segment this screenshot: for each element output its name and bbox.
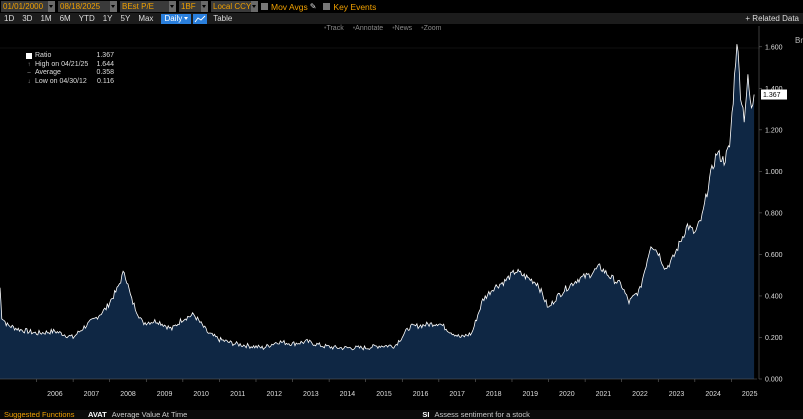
y-tick-label: 0.200 <box>765 335 783 342</box>
suggested-functions-label[interactable]: Suggested Functions <box>4 410 75 419</box>
x-tick-label: 2009 <box>157 391 173 398</box>
x-tick-label: 2013 <box>303 391 319 398</box>
y-tick-label: 0.400 <box>765 293 783 300</box>
series-swatch-icon <box>26 53 32 60</box>
x-tick-label: 2023 <box>669 391 685 398</box>
x-tick-label: 2012 <box>266 391 282 398</box>
period-ytd[interactable]: YTD <box>78 14 95 23</box>
y-tick-label: 1.200 <box>765 127 783 134</box>
function-desc-avat[interactable]: Average Value At Time <box>111 410 188 419</box>
chart-tools: Track Annotate News Zoom <box>324 25 442 32</box>
period-max[interactable]: Max <box>138 14 154 23</box>
key-events-toggle[interactable]: Key Events <box>323 2 376 12</box>
start-date-field[interactable]: 01/01/2000 <box>1 1 48 12</box>
x-tick-label: 2015 <box>376 391 392 398</box>
function-code-avat[interactable]: AVAT <box>88 410 107 419</box>
annotate-tool[interactable]: Annotate <box>353 25 383 32</box>
y-tick-label: 1.400 <box>765 86 783 93</box>
currency-field[interactable]: Local CCY <box>211 1 252 12</box>
legend-average-value: 0.358 <box>96 69 114 76</box>
legend-series-value: 1.367 <box>96 52 114 59</box>
ratio-series-line <box>0 44 755 351</box>
x-tick-label: 2018 <box>486 391 502 398</box>
news-tool[interactable]: News <box>392 25 413 32</box>
x-tick-label: 2025 <box>742 391 758 398</box>
key-events-label: Key Events <box>333 1 377 12</box>
key-events-checkbox-icon[interactable] <box>323 3 331 10</box>
end-date-field[interactable]: 08/18/2025 <box>58 1 110 12</box>
x-tick-label: 2010 <box>193 391 209 398</box>
high-marker-icon: ↑ <box>27 61 31 68</box>
average-marker-icon: – <box>27 70 31 76</box>
frequency-value: Daily <box>164 13 183 23</box>
legend-high-row: ↑ High on 04/21/25 1.644 <box>26 60 115 70</box>
zoom-tool[interactable]: Zoom <box>421 25 442 32</box>
start-date-dropdown-icon[interactable] <box>48 1 55 12</box>
legend-average-row: – Average 0.358 <box>26 69 114 78</box>
last-value-label: 1.367 <box>763 92 781 99</box>
period-1y[interactable]: 1Y <box>102 14 113 23</box>
x-tick-label: 2016 <box>413 391 429 398</box>
currency-dropdown-icon[interactable] <box>251 1 258 12</box>
x-tick-label: 2014 <box>340 391 356 398</box>
function-code-si[interactable]: SI <box>422 410 430 419</box>
mov-avgs-label: Mov Avgs <box>271 1 308 12</box>
y-tick-label: 0.600 <box>765 252 783 259</box>
legend-low-label: Low on 04/30/12 <box>35 77 87 85</box>
period-5y[interactable]: 5Y <box>120 14 131 23</box>
related-data-button[interactable]: + Related Data <box>745 14 799 23</box>
chevron-down-icon <box>184 17 189 20</box>
chart-legend: Ratio 1.367 ↑ High on 04/21/25 1.644 – Ave… <box>26 52 114 86</box>
y-tick-label: 1.600 <box>765 44 783 51</box>
legend-low-row: ↓ Low on 04/30/12 0.116 <box>26 77 115 87</box>
x-tick-label: 2024 <box>705 391 721 398</box>
x-tick-label: 2021 <box>596 391 612 398</box>
legend-series-label: Ratio <box>35 52 52 59</box>
suggested-functions-bar: Suggested Functions AVAT Average Value A… <box>0 410 803 419</box>
x-tick-label: 2022 <box>632 391 648 398</box>
period-1d[interactable]: 1D <box>4 14 15 23</box>
frequency-select[interactable]: Daily <box>161 13 192 24</box>
legend-high-label: High on 04/21/25 <box>35 60 89 68</box>
top-toolbar: 01/01/2000 08/18/2025 BEst P/E 1BF Local… <box>0 0 803 13</box>
x-tick-label: 2008 <box>120 391 136 398</box>
track-tool[interactable]: Track <box>324 25 343 32</box>
low-marker-icon: ↓ <box>27 78 31 85</box>
period-6m[interactable]: 6M <box>59 14 71 23</box>
unit-dropdown-icon[interactable] <box>201 1 208 12</box>
line-chart-icon[interactable] <box>193 13 208 24</box>
legend-high-value: 1.644 <box>96 60 114 68</box>
legend-series-row: Ratio 1.367 <box>26 52 114 61</box>
x-tick-label: 2019 <box>522 391 538 398</box>
mov-avgs-toggle[interactable]: Mov Avgs ✎ <box>261 2 316 12</box>
y-tick-label: 1.000 <box>765 169 783 176</box>
ratio-area-fill <box>0 44 755 379</box>
period-1m[interactable]: 1M <box>40 14 52 23</box>
x-tick-label: 2007 <box>84 391 100 398</box>
x-tick-label: 2006 <box>47 391 63 398</box>
legend-low-value: 0.116 <box>97 77 114 85</box>
legend-average-label: Average <box>35 69 61 76</box>
pencil-icon[interactable]: ✎ <box>309 2 317 11</box>
ratio-chart[interactable]: 2006 2007 2008 2009 2010 2011 2012 2013 2014 2015… <box>0 24 803 410</box>
y-tick-label: 0.800 <box>765 210 783 217</box>
x-tick-label: 2011 <box>230 391 245 398</box>
last-value-tag <box>761 89 787 100</box>
unit-field[interactable]: 1BF <box>179 1 201 12</box>
metric-dropdown-icon[interactable] <box>169 1 176 12</box>
y-tick-label: 0.000 <box>765 377 783 384</box>
mov-avgs-checkbox-icon[interactable] <box>261 3 268 10</box>
right-edge-text: Br <box>795 36 803 45</box>
end-date-dropdown-icon[interactable] <box>110 1 117 12</box>
x-tick-label: 2020 <box>559 391 575 398</box>
x-tick-label: 2017 <box>449 391 465 398</box>
period-toolbar: 1D 3D 1M 6M YTD 1Y 5Y Max Daily Table + … <box>0 13 803 24</box>
metric-field[interactable]: BEst P/E <box>120 1 169 12</box>
function-desc-si[interactable]: Assess sentiment for a stock <box>434 410 530 419</box>
period-3d[interactable]: 3D <box>22 14 33 23</box>
table-button[interactable]: Table <box>213 14 233 23</box>
